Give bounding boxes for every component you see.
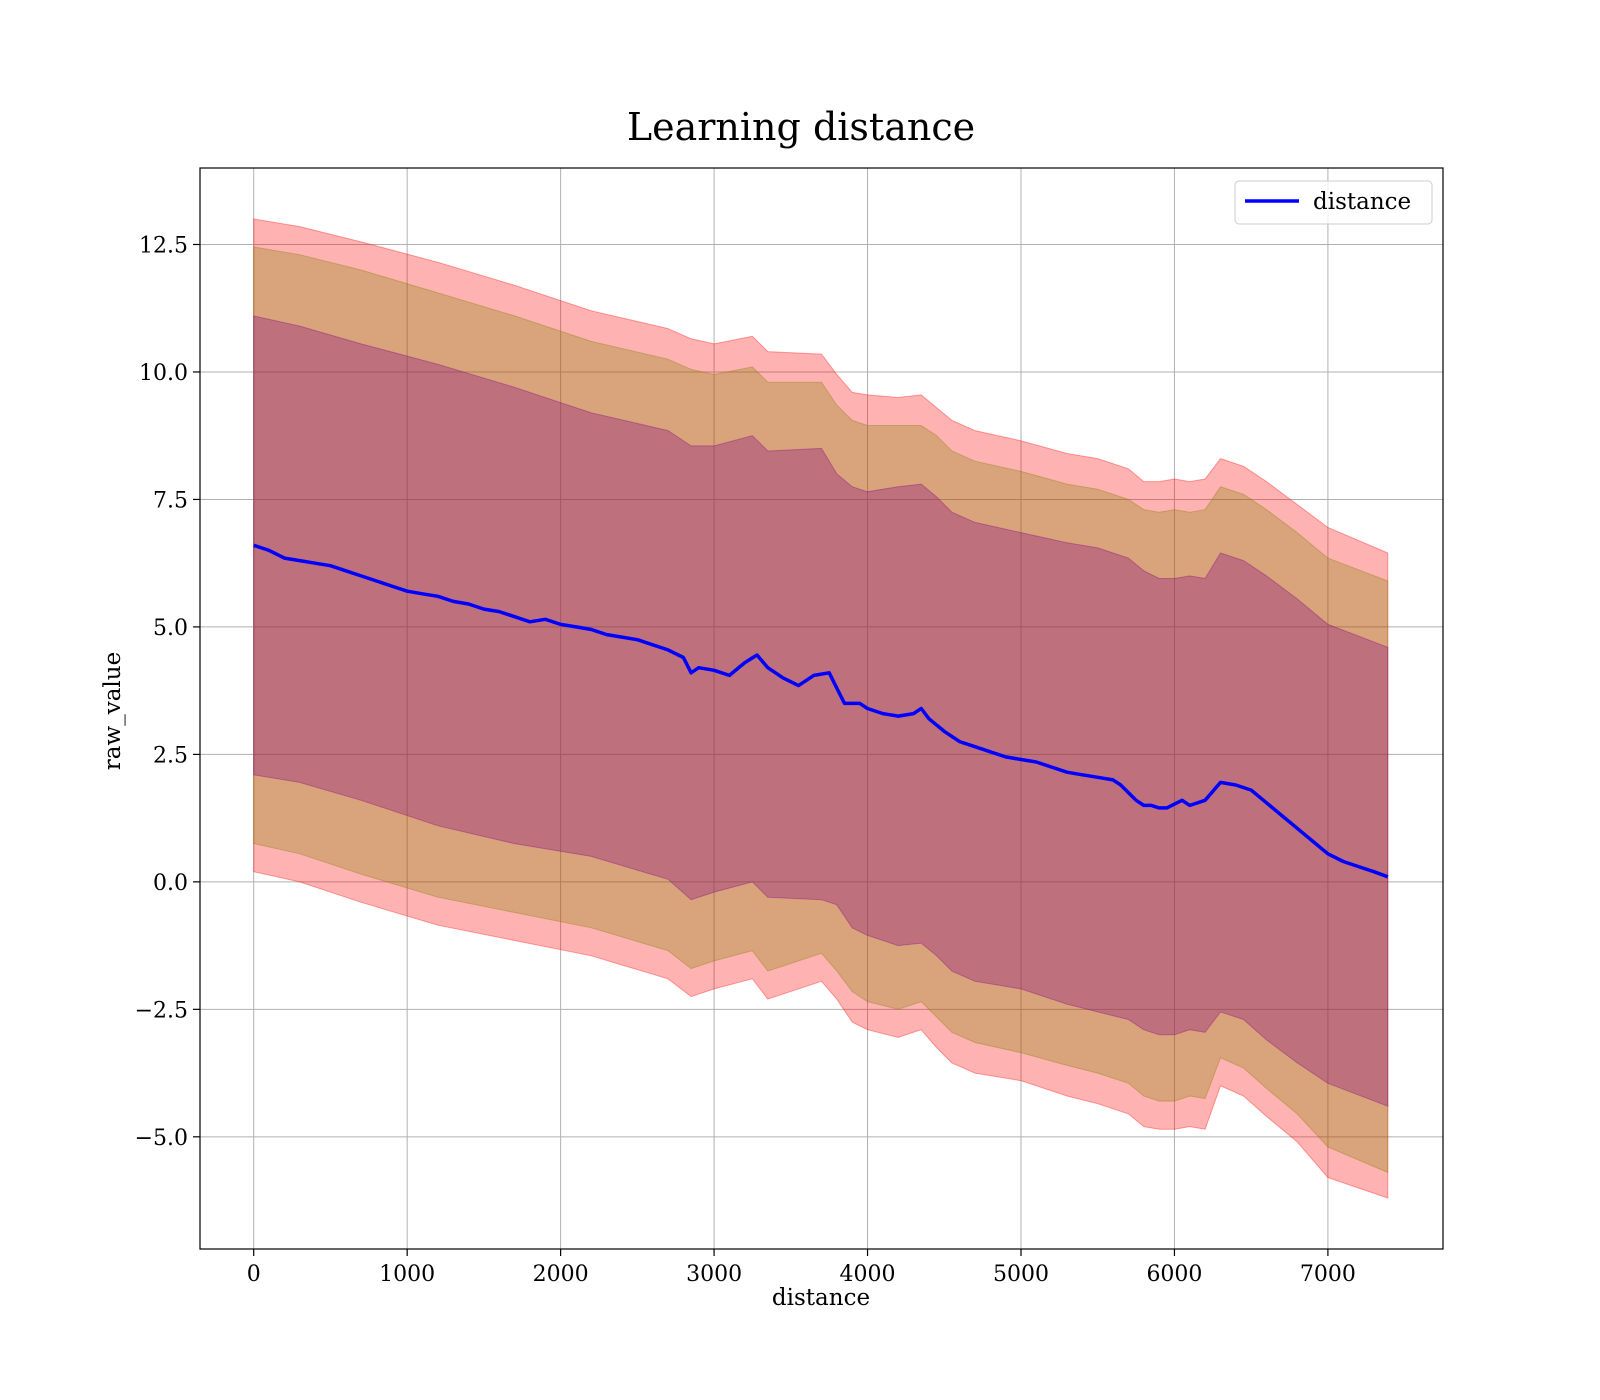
axes-frame [199, 167, 1444, 1250]
y-axis-label: raw_value [100, 652, 126, 770]
y-tick-label: 2.5 [153, 743, 188, 768]
confidence-band-3 [253, 315, 1389, 1107]
y-tick-label: 10.0 [139, 361, 188, 386]
y-tick-label: 0.0 [153, 871, 188, 896]
x-tick-label: 0 [247, 1262, 261, 1287]
legend: distance [1234, 180, 1433, 225]
x-tick-label: 3000 [686, 1262, 742, 1287]
y-tick-label: −2.5 [135, 998, 188, 1023]
y-tick-label: 7.5 [153, 488, 188, 513]
y-tick-label: 12.5 [139, 233, 188, 258]
legend-label-distance: distance [1313, 189, 1411, 215]
x-tick-label: 6000 [1146, 1262, 1202, 1287]
x-tick-label: 2000 [533, 1262, 589, 1287]
y-tick-label: −5.0 [135, 1126, 188, 1151]
plot-area: 0 1000 2000 3000 4000 5000 6000 7000 −5.0 −2.5 0.0… [135, 167, 1444, 1287]
confidence-band-2 [253, 246, 1389, 1174]
chart-title: Learning distance [627, 105, 975, 149]
y-tick-label: 5.0 [153, 616, 188, 641]
legend-box [1234, 180, 1433, 225]
series-line-distance [253, 543, 1389, 879]
x-tick-label: 4000 [840, 1262, 896, 1287]
confidence-band-1 [253, 218, 1389, 1199]
x-tick-label: 5000 [993, 1262, 1049, 1287]
x-tick-label: 7000 [1300, 1262, 1356, 1287]
x-tick-label: 1000 [379, 1262, 435, 1287]
x-axis-label: distance [772, 1285, 870, 1311]
